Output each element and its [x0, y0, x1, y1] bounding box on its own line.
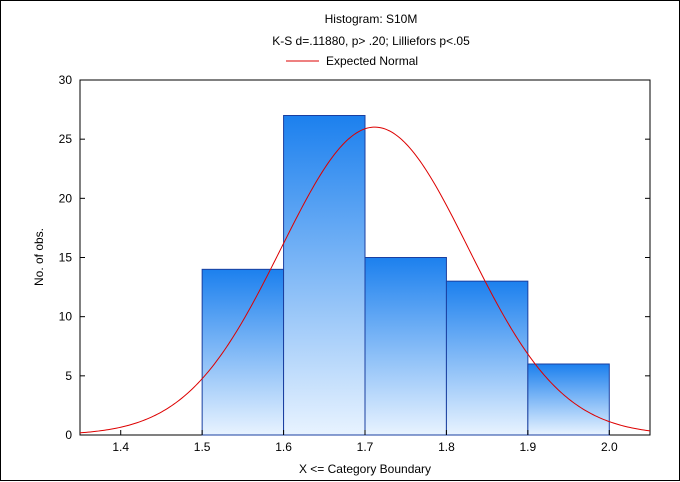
y-axis-ticks: 0 5 10 15 20 25 30 [59, 73, 650, 442]
y-tick-label-2: 10 [59, 310, 73, 324]
y-axis-label: No. of obs. [32, 228, 46, 286]
legend: Expected Normal [286, 54, 418, 68]
x-tick-label-6: 2.0 [601, 440, 618, 454]
bar-1 [283, 115, 366, 436]
x-tick-label-1: 1.5 [194, 440, 211, 454]
expected-normal-curve [79, 126, 651, 434]
chart-title: Histogram: S10M [325, 12, 418, 26]
x-tick-label-2: 1.6 [275, 440, 292, 454]
x-tick-label-4: 1.8 [438, 440, 455, 454]
y-tick-label-1: 5 [65, 369, 72, 383]
x-axis-ticks: 1.4 1.5 1.6 1.7 1.8 1.9 2.0 [112, 430, 618, 454]
bar-3 [445, 280, 529, 436]
bar-0 [201, 268, 285, 436]
x-tick-label-3: 1.7 [357, 440, 374, 454]
legend-label-expected-normal: Expected Normal [326, 54, 418, 68]
y-tick-label-6: 30 [59, 73, 73, 87]
bar-4 [527, 363, 610, 436]
y-tick-label-5: 25 [59, 132, 73, 146]
x-tick-label-0: 1.4 [112, 440, 129, 454]
x-axis-label: X <= Category Boundary [299, 462, 431, 476]
chart-subtitle: K-S d=.11880, p> .20; Lilliefors p<.05 [272, 34, 470, 48]
bars [201, 115, 610, 436]
y-tick-label-3: 15 [59, 251, 73, 265]
x-tick-label-5: 1.9 [520, 440, 537, 454]
bar-2 [364, 257, 447, 436]
y-tick-label-4: 20 [59, 191, 73, 205]
y-tick-label-0: 0 [65, 428, 72, 442]
